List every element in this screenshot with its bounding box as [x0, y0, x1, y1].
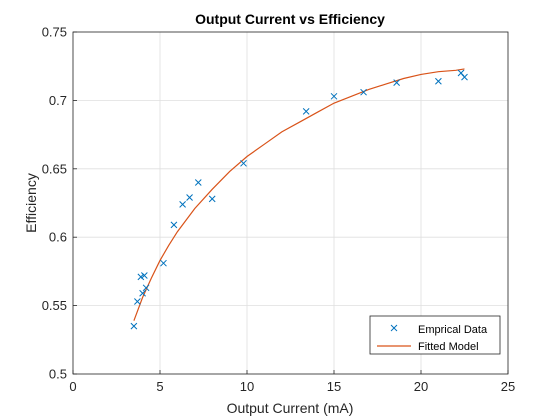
data-points-layer — [130, 69, 468, 330]
data-point — [194, 179, 202, 186]
x-tick-label: 0 — [69, 379, 76, 394]
legend: Emprical Data Fitted Model — [369, 315, 501, 355]
data-point — [130, 322, 138, 330]
fitted-model-layer — [133, 68, 465, 321]
x-tick-label: 15 — [327, 379, 341, 394]
x-axis-label: Output Current (mA) — [227, 400, 354, 416]
legend-label-fitted: Fitted Model — [418, 341, 479, 353]
data-point — [393, 79, 400, 86]
chart-title: Output Current vs Efficiency — [195, 11, 385, 27]
data-point — [139, 289, 146, 297]
x-tick-label: 25 — [501, 379, 515, 394]
y-axis-ticks: 0.5 0.55 0.6 0.65 0.7 0.75 — [42, 25, 77, 382]
data-point — [179, 201, 186, 208]
data-point — [208, 195, 216, 203]
plot-frame — [72, 31, 509, 375]
data-point — [160, 259, 167, 267]
y-tick-label: 0.6 — [49, 230, 67, 245]
y-tick-label: 0.7 — [49, 93, 67, 108]
x-axis-ticks: 0 5 10 15 20 25 — [69, 370, 515, 394]
y-tick-label: 0.65 — [42, 161, 67, 176]
data-point — [360, 88, 367, 96]
legend-marker-empirical — [390, 324, 398, 332]
y-tick-label: 0.55 — [42, 298, 67, 313]
data-point — [435, 77, 442, 85]
data-point — [461, 73, 468, 81]
data-point — [140, 272, 148, 279]
data-point — [240, 159, 247, 167]
y-tick-label: 0.75 — [42, 25, 67, 40]
data-point — [186, 194, 193, 201]
x-tick-label: 10 — [240, 379, 254, 394]
data-point — [137, 273, 145, 281]
data-point — [330, 92, 338, 100]
legend-label-empirical: Emprical Data — [418, 324, 488, 336]
data-point — [134, 298, 141, 305]
data-point — [142, 284, 150, 292]
data-point — [170, 221, 178, 229]
data-point — [302, 107, 310, 115]
x-tick-label: 20 — [414, 379, 428, 394]
y-axis-label: Efficiency — [23, 173, 39, 233]
x-tick-label: 5 — [156, 379, 163, 394]
y-tick-label: 0.5 — [49, 367, 67, 382]
fitted-model-line — [133, 68, 465, 321]
legend-box — [369, 315, 501, 355]
